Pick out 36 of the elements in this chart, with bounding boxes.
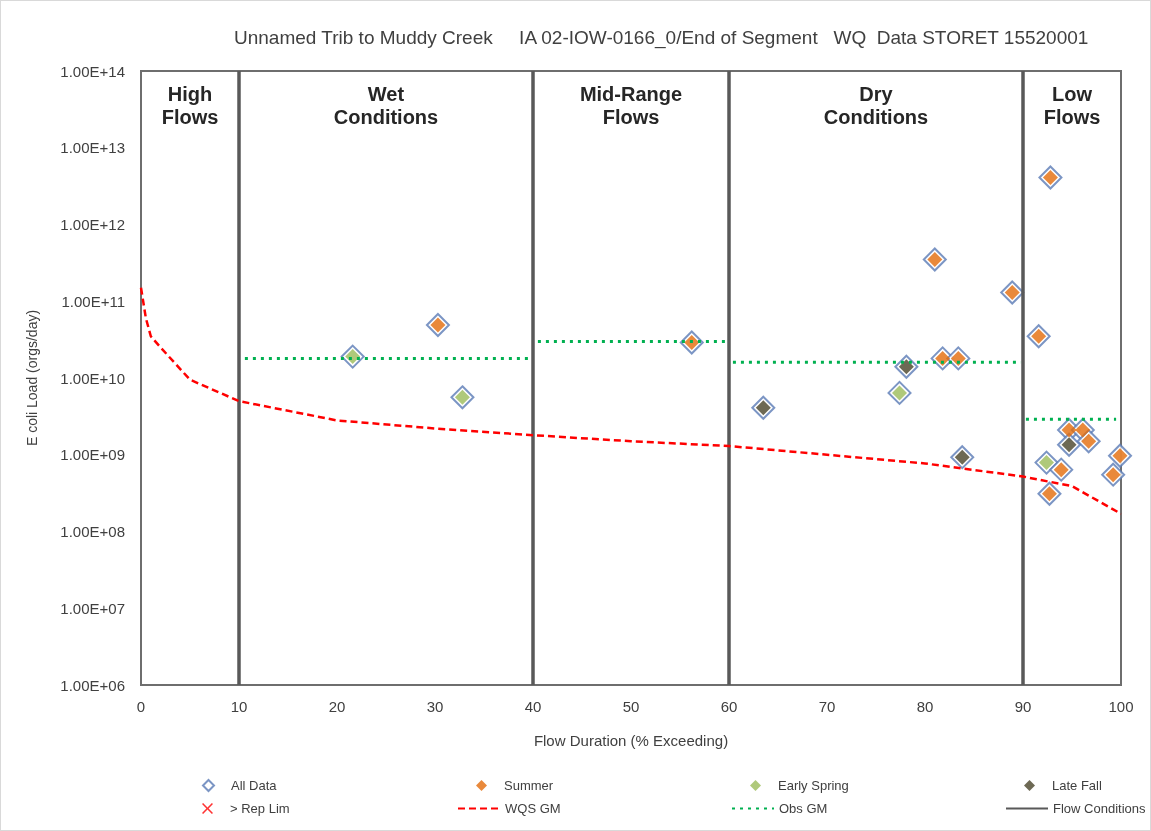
y-axis-title: E coli Load (orgs/day) (24, 309, 40, 447)
x-tick-label: 30 (426, 698, 444, 715)
y-tick-label: 1.00E+08 (60, 523, 125, 540)
annotation: Mid-Range Flows (579, 82, 683, 128)
legend-label: Late Fall (1052, 778, 1102, 793)
x-tick-label: 20 (328, 698, 346, 715)
y-tick-label: 1.00E+07 (60, 599, 125, 617)
legend-label: Early Spring (778, 778, 849, 793)
x-tick-label: 50 (622, 698, 640, 715)
x-tick-label: 90 (1014, 698, 1032, 715)
y-tick-label: 1.00E+10 (60, 369, 125, 387)
x-tick-label: 0 (136, 698, 146, 715)
legend-label: Obs GM (779, 801, 828, 816)
x-tick-label: 60 (720, 698, 738, 715)
annotation: High Flows (161, 82, 219, 128)
legend-label: Flow Conditions (1053, 801, 1146, 816)
annotation: Wet Conditions (333, 82, 439, 128)
x-tick-label: 100 (1108, 698, 1134, 715)
x-tick-label: 80 (916, 698, 934, 715)
y-tick-label: 1.00E+06 (60, 676, 125, 694)
legend-label: Summer (504, 778, 554, 793)
x-tick-label: 10 (230, 698, 248, 715)
x-axis-title: Flow Duration (% Exceeding) (533, 732, 729, 749)
y-tick-label: 1.00E+11 (61, 292, 125, 310)
legend-label: WQS GM (505, 801, 561, 816)
y-tick-label: 1.00E+13 (60, 139, 125, 157)
y-tick-label: 1.00E+14 (60, 62, 125, 80)
annotation: Dry Conditions (823, 82, 929, 128)
legend-label: > Rep Lim (230, 801, 290, 816)
y-tick-label: 1.00E+12 (60, 216, 125, 233)
chart-title: Unnamed Trib to Muddy Creek IA 02-IOW-0166_0/End of Segment WQ Data STORET 15520001 (234, 27, 1089, 49)
x-tick-label: 40 (524, 698, 542, 715)
annotation: Low Flows (1043, 82, 1101, 128)
x-tick-label: 70 (818, 698, 836, 715)
y-tick-label: 1.00E+09 (60, 446, 125, 464)
legend-label: All Data (231, 778, 278, 793)
